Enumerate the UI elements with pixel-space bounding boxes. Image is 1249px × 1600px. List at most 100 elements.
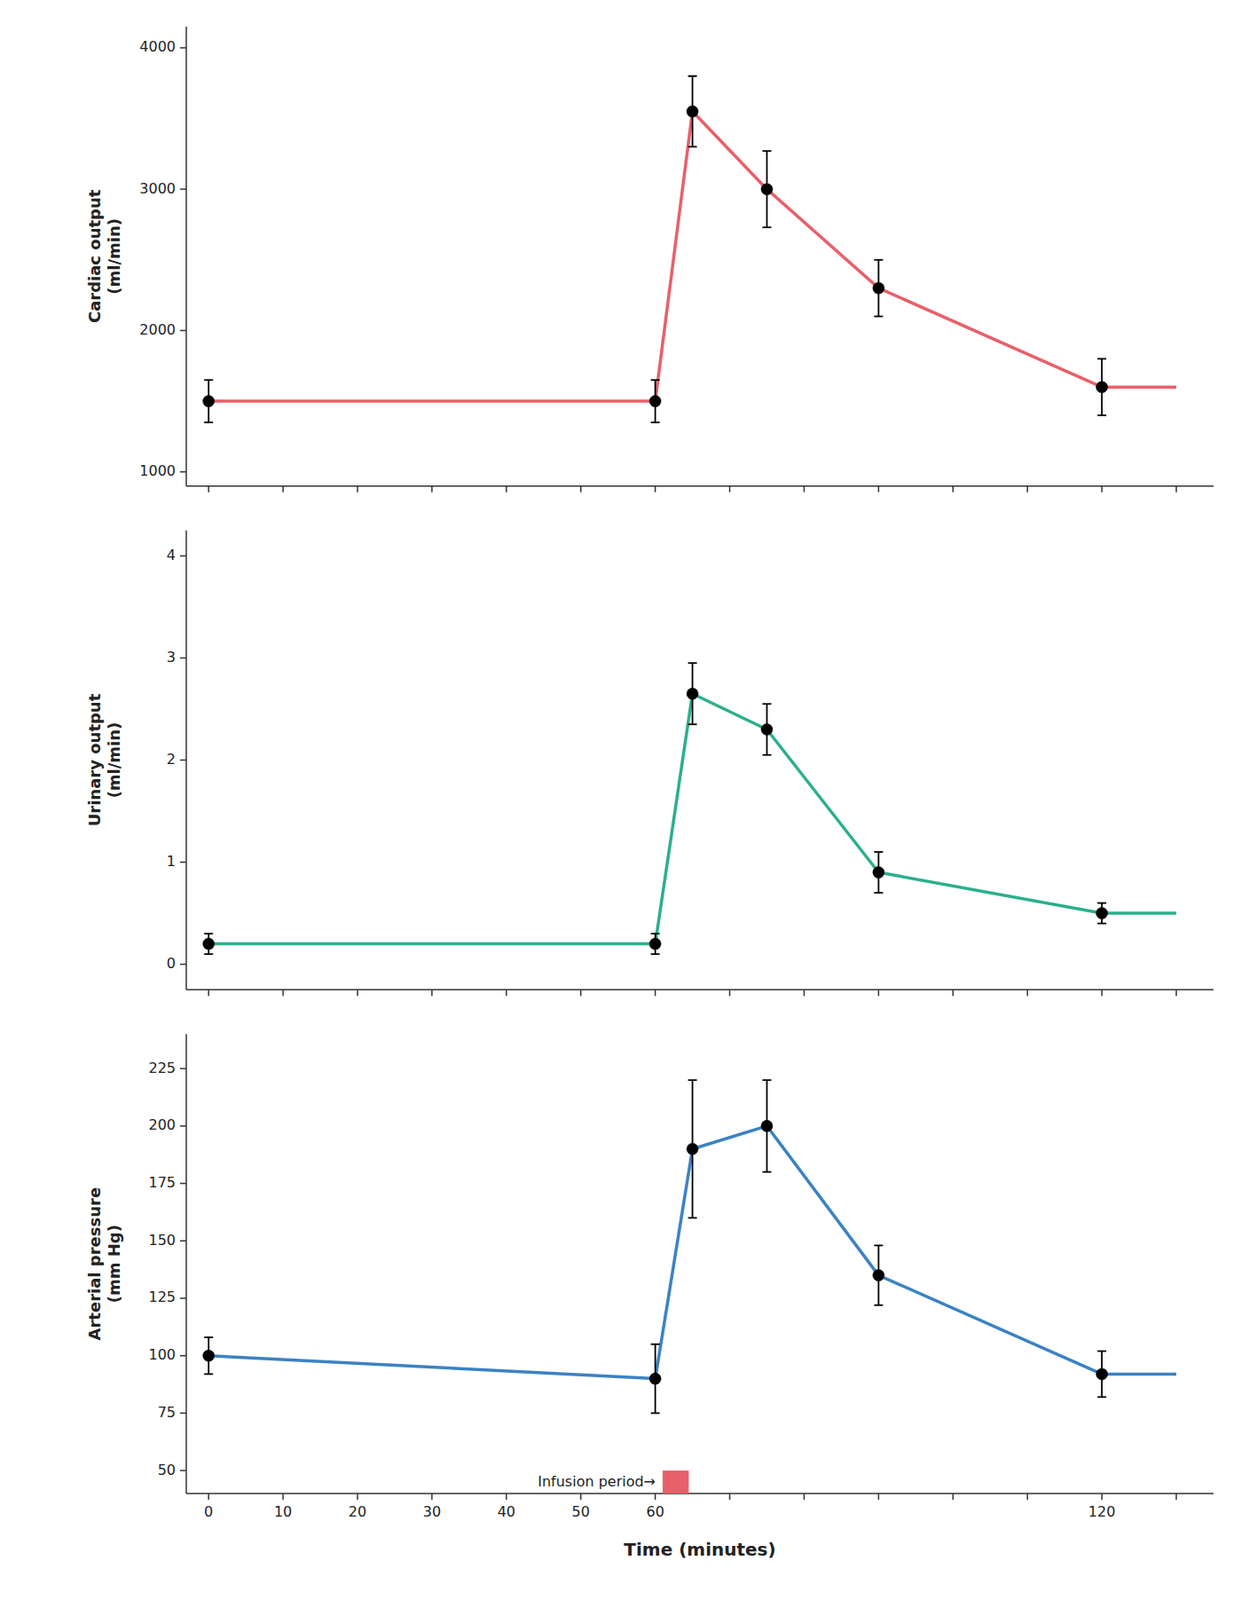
y-axis-label: Arterial pressure(mm Hg) xyxy=(85,1186,124,1341)
y-axis-label-line: Arterial pressure xyxy=(85,1186,104,1341)
data-point xyxy=(649,937,661,950)
plot-area xyxy=(203,662,1177,954)
x-tick xyxy=(505,486,508,493)
chart: 1000200030004000Cardiac output(ml/min) 0 1… xyxy=(0,0,1249,1600)
error-bar-cap xyxy=(204,952,213,955)
infusion-rect xyxy=(662,1469,689,1493)
error-bar-cap xyxy=(688,722,698,725)
y-tick-label: 1000 xyxy=(139,462,176,480)
error-bar-cap xyxy=(651,378,660,381)
data-line xyxy=(208,1125,1102,1379)
x-tick xyxy=(207,1492,210,1500)
x-tick xyxy=(878,486,880,493)
annotation-text: Infusion period→ xyxy=(537,1472,656,1490)
y-tick-label: 3 xyxy=(166,648,176,666)
error-bar-cap xyxy=(1097,414,1107,417)
data-point xyxy=(686,687,699,700)
error-bar-cap xyxy=(762,754,772,756)
y-tick xyxy=(180,1354,187,1357)
x-tick xyxy=(505,1492,508,1500)
data-point xyxy=(203,1349,215,1361)
y-axis-label-line: (mm Hg) xyxy=(104,1224,124,1303)
error-bar-cap xyxy=(1097,922,1107,925)
x-tick xyxy=(1026,989,1029,996)
y-tick-label: 4000 xyxy=(139,38,176,55)
x-tick xyxy=(356,989,359,996)
y-tick-label: 125 xyxy=(148,1288,176,1305)
y-tick xyxy=(180,1412,187,1414)
x-axis-line xyxy=(186,1492,1214,1494)
x-tick-label: 50 xyxy=(572,1502,590,1520)
x-tick-label: 120 xyxy=(1088,1502,1116,1520)
error-bar-cap xyxy=(204,1373,213,1375)
x-tick-label: 20 xyxy=(348,1502,367,1520)
y-tick-label: 4 xyxy=(166,546,176,564)
y-tick xyxy=(180,1296,187,1299)
y-tick xyxy=(180,188,187,190)
x-tick-label: 0 xyxy=(204,1502,213,1520)
y-tick xyxy=(180,1067,187,1069)
panel: 50751001251501752002250102030405060120Ar… xyxy=(85,1033,1214,1560)
line-extension xyxy=(1101,1372,1177,1376)
error-bar-cap xyxy=(762,149,772,152)
error-bar-cap xyxy=(204,421,213,424)
error-bar-cap xyxy=(204,932,213,935)
x-tick xyxy=(1175,1492,1178,1500)
y-axis-line xyxy=(185,530,188,990)
y-tick-label: 75 xyxy=(157,1403,176,1421)
error-bar-cap xyxy=(873,850,883,853)
x-tick xyxy=(1026,1492,1029,1500)
data-point xyxy=(761,722,773,735)
x-tick xyxy=(282,486,284,493)
error-bar-cap xyxy=(688,145,698,148)
y-tick-label: 50 xyxy=(157,1461,176,1478)
error-bar-cap xyxy=(873,1244,883,1247)
x-tick-label: 40 xyxy=(497,1502,516,1520)
data-point xyxy=(872,1269,885,1281)
x-tick xyxy=(282,989,284,996)
data-point xyxy=(686,105,699,118)
data-point xyxy=(761,183,773,196)
x-tick xyxy=(729,486,731,493)
error-bar-cap xyxy=(762,702,772,705)
x-tick xyxy=(654,989,657,996)
error-bar-cap xyxy=(762,226,772,228)
x-tick xyxy=(729,989,731,996)
x-tick xyxy=(282,1492,284,1500)
data-point xyxy=(761,1119,773,1132)
x-tick xyxy=(1100,486,1103,493)
x-tick xyxy=(1175,989,1178,996)
x-tick xyxy=(580,989,582,996)
y-axis-line xyxy=(185,1033,188,1493)
data-point xyxy=(649,395,661,408)
error-bar-cap xyxy=(873,1303,883,1306)
error-bar-cap xyxy=(204,378,213,381)
x-tick xyxy=(952,1492,955,1500)
line-extension xyxy=(1101,911,1177,915)
x-tick xyxy=(654,486,657,493)
data-point xyxy=(872,282,885,294)
y-tick xyxy=(180,861,187,864)
y-tick xyxy=(180,759,187,762)
panel: 1000200030004000Cardiac output(ml/min) xyxy=(85,26,1214,493)
x-tick xyxy=(356,486,359,493)
error-bar-cap xyxy=(651,932,660,935)
error-bar-cap xyxy=(873,315,883,318)
x-axis-line xyxy=(186,989,1214,991)
x-tick xyxy=(207,486,210,493)
y-axis-label-line: (ml/min) xyxy=(104,722,124,799)
y-tick xyxy=(180,471,187,473)
x-tick xyxy=(803,989,806,996)
y-tick-label: 200 xyxy=(148,1115,176,1133)
y-tick-label: 225 xyxy=(148,1059,176,1077)
error-bar-cap xyxy=(204,1335,213,1338)
x-tick xyxy=(431,1492,433,1500)
line-extension xyxy=(1101,384,1177,389)
data-point xyxy=(1096,381,1108,393)
error-bar-cap xyxy=(651,421,660,424)
x-tick xyxy=(729,1492,731,1500)
data-point xyxy=(872,866,885,879)
x-tick xyxy=(580,486,582,493)
error-bar-cap xyxy=(688,661,698,664)
y-axis-label-line: Urinary output xyxy=(85,692,104,826)
